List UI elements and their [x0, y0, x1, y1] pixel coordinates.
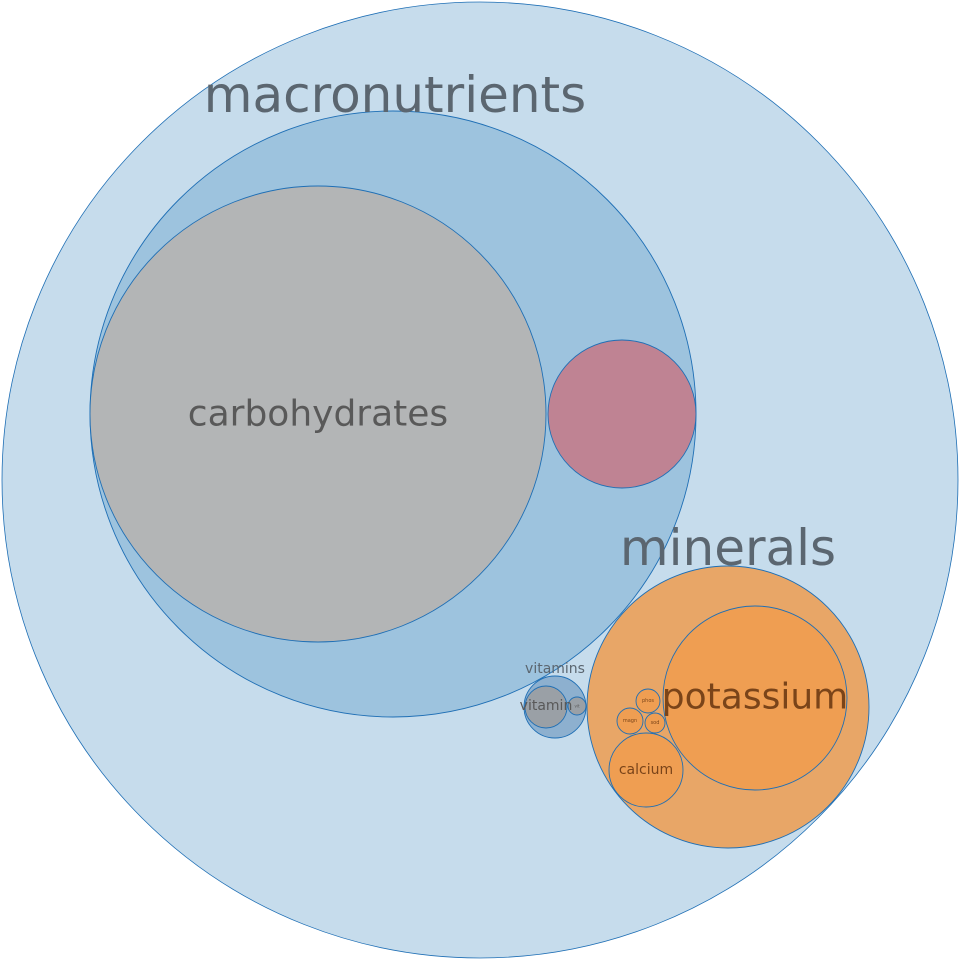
label-calcium: calcium: [619, 762, 673, 778]
circle-phosphorus: [635, 688, 661, 714]
label-vitamin-small: vit: [574, 704, 579, 709]
label-macronutrients: macronutrients: [204, 66, 586, 124]
chart-labels: macronutrients carbohydrates minerals potas…: [188, 66, 848, 778]
circle-protein: [547, 339, 697, 489]
circle-carbohydrates: [89, 185, 547, 643]
circle-magnesium: [616, 707, 644, 735]
label-vitamins: vitamins: [525, 661, 585, 677]
label-phosphorus: phos: [642, 698, 654, 704]
label-carbohydrates: carbohydrates: [188, 394, 448, 435]
circle-vitamin: [524, 685, 568, 729]
circle-calcium: [608, 732, 684, 808]
circle-sodium: [644, 712, 666, 734]
label-minerals: minerals: [620, 519, 836, 577]
circle-potassium: [662, 605, 848, 791]
label-magnesium: magn: [623, 718, 637, 724]
circle-vitamin-small: [567, 696, 587, 716]
label-vitamin: vitamin: [520, 698, 573, 714]
label-sodium: sod: [651, 720, 660, 726]
label-potassium: potassium: [662, 677, 848, 718]
